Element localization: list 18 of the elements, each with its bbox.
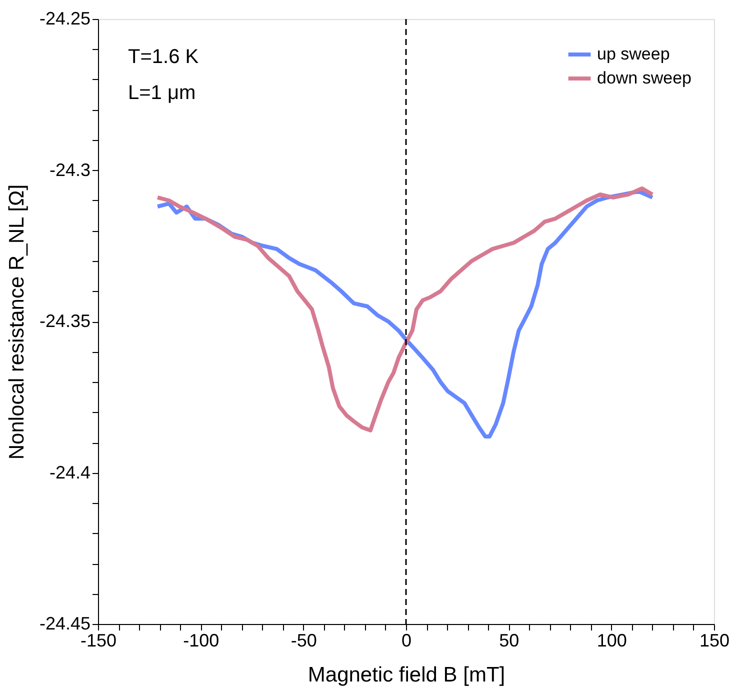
x-tick-label: -100 (183, 630, 220, 650)
y-tick-label: -24.25 (39, 8, 90, 28)
annotation: T=1.6 K (128, 46, 200, 68)
x-tick-label: 150 (699, 630, 730, 650)
y-tick-label: -24.4 (49, 462, 90, 482)
legend-label: up sweep (597, 44, 670, 64)
x-tick-label: 0 (401, 630, 412, 650)
x-tick-label: 50 (499, 630, 520, 650)
y-tick-label: -24.3 (49, 160, 90, 180)
y-tick-label: -24.45 (39, 614, 90, 634)
x-tick-label: -150 (80, 630, 117, 650)
legend-label: down sweep (597, 68, 692, 88)
y-tick-label: -24.35 (39, 311, 90, 331)
x-axis-title: Magnetic field B [mT] (308, 664, 506, 686)
annotation: L=1 μm (128, 82, 196, 104)
y-axis-title: Nonlocal resistance R_NL [Ω] (5, 184, 28, 460)
x-tick-label: 100 (596, 630, 627, 650)
x-tick-label: -50 (290, 630, 317, 650)
